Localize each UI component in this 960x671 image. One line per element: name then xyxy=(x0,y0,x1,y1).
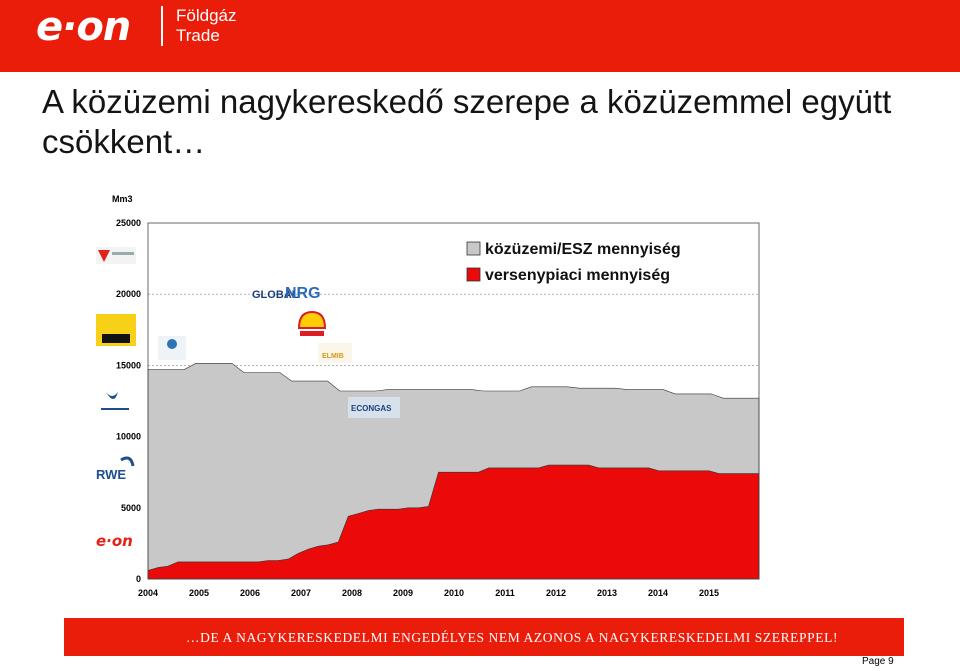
header-divider xyxy=(161,6,163,46)
x-tick-label: 2005 xyxy=(189,588,209,598)
svg-text:ELMIB: ELMIB xyxy=(322,353,344,360)
y-tick-label: 15000 xyxy=(116,360,141,370)
y-tick-label: 5000 xyxy=(121,503,141,513)
x-tick-labels: 2004 2005 2006 2007 2008 2009 2010 2011 2012 2013… xyxy=(138,588,719,598)
svg-text:ECONGAS: ECONGAS xyxy=(351,404,392,413)
page-number: Page 9 xyxy=(862,656,894,667)
legend-swatch xyxy=(466,241,481,256)
brand-subtitle-line2: Trade xyxy=(176,26,220,45)
svg-text:e·on: e·on xyxy=(96,532,133,550)
x-tick-label: 2013 xyxy=(597,588,617,598)
plot-border xyxy=(147,222,760,580)
x-tick-label: 2015 xyxy=(699,588,719,598)
series-area-versenypiaci xyxy=(147,464,760,580)
brand-subtitle-line1: Földgáz xyxy=(176,6,237,25)
x-tick-label: 2007 xyxy=(291,588,311,598)
y-tick-label: 20000 xyxy=(116,289,141,299)
x-tick-label: 2012 xyxy=(546,588,566,598)
header-bar: e·on Földgáz Trade xyxy=(0,0,960,72)
slide-title: A közüzemi nagykereskedő szerepe a közüz… xyxy=(42,83,892,160)
y-tick-label: 25000 xyxy=(116,218,141,228)
gdf-logo xyxy=(101,392,129,410)
y-tick-label: 10000 xyxy=(116,432,141,442)
footer-banner-text: …DE A NAGYKERESKEDELMI ENGEDÉLYES NEM AZ… xyxy=(186,630,839,645)
mol-logo xyxy=(96,247,136,264)
svg-text:RWE: RWE xyxy=(96,467,126,482)
rwe-logo: RWE xyxy=(96,456,135,482)
chart-legend: közüzemi/ESZ mennyiség versenypiaci menny… xyxy=(466,241,681,284)
legend-label: közüzemi/ESZ mennyiség xyxy=(485,241,681,258)
x-tick-label: 2009 xyxy=(393,588,413,598)
eon-logo: e·on xyxy=(36,4,131,50)
legend-swatch xyxy=(466,267,481,282)
y-tick-labels: 0 5000 10000 15000 20000 25000 xyxy=(116,218,141,584)
emasz-logo xyxy=(158,336,186,360)
x-tick-label: 2006 xyxy=(240,588,260,598)
chart-areas xyxy=(147,363,760,580)
svg-text:NRG: NRG xyxy=(285,285,321,302)
footer-banner: …DE A NAGYKERESKEDELMI ENGEDÉLYES NEM AZ… xyxy=(64,618,904,656)
econgas-logo: ECONGAS xyxy=(348,397,400,418)
globalnrg-logo: GLOBAL NRG xyxy=(252,285,321,302)
x-tick-label: 2010 xyxy=(444,588,464,598)
shell-logo xyxy=(297,310,327,336)
x-tick-label: 2004 xyxy=(138,588,158,598)
x-tick-label: 2008 xyxy=(342,588,362,598)
legend-label: versenypiaci mennyiség xyxy=(485,267,670,284)
eon-small-logo: e·on xyxy=(96,532,133,550)
x-tick-label: 2011 xyxy=(495,588,515,598)
svg-text:GLOBAL: GLOBAL xyxy=(252,289,299,301)
eni-logo xyxy=(96,314,136,346)
y-tick-label: 0 xyxy=(136,574,141,584)
brand-subtitle: Földgáz Trade xyxy=(176,6,236,46)
elmib-logo: ELMIB xyxy=(318,343,352,363)
y-axis-label: Mm3 xyxy=(112,194,133,204)
x-tick-label: 2014 xyxy=(648,588,668,598)
